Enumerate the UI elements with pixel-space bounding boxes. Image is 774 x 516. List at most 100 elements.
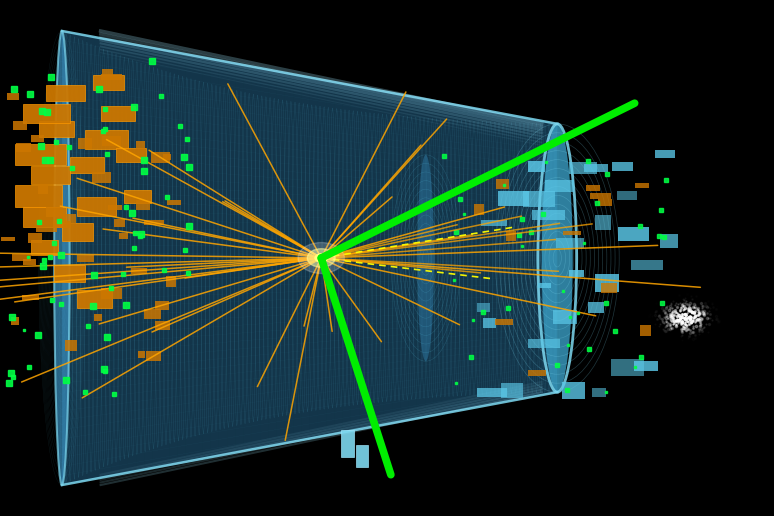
- Bar: [15, 144, 66, 165]
- Bar: [598, 199, 612, 205]
- Bar: [498, 191, 529, 206]
- Bar: [12, 254, 31, 261]
- Polygon shape: [293, 74, 301, 442]
- Bar: [601, 283, 617, 293]
- Bar: [163, 154, 171, 160]
- Polygon shape: [359, 87, 368, 429]
- Bar: [474, 204, 485, 215]
- Bar: [478, 303, 491, 312]
- Bar: [15, 143, 31, 152]
- Bar: [2, 237, 15, 241]
- Bar: [28, 233, 42, 243]
- Bar: [591, 388, 606, 397]
- Polygon shape: [161, 50, 170, 466]
- Polygon shape: [417, 98, 425, 418]
- Bar: [545, 180, 574, 192]
- Bar: [15, 185, 62, 207]
- Bar: [155, 321, 170, 330]
- Bar: [23, 104, 70, 123]
- Polygon shape: [276, 71, 285, 445]
- Bar: [656, 150, 675, 158]
- Polygon shape: [409, 96, 417, 420]
- Circle shape: [307, 249, 335, 267]
- Circle shape: [298, 243, 344, 273]
- Bar: [92, 172, 111, 183]
- Ellipse shape: [54, 31, 70, 485]
- Polygon shape: [177, 53, 186, 463]
- Polygon shape: [467, 107, 474, 409]
- Bar: [77, 255, 94, 262]
- Polygon shape: [351, 85, 359, 431]
- Bar: [135, 140, 146, 150]
- Bar: [595, 274, 619, 292]
- Polygon shape: [301, 76, 310, 440]
- Bar: [481, 220, 507, 226]
- Bar: [101, 74, 122, 80]
- Bar: [529, 340, 560, 348]
- Bar: [108, 205, 122, 209]
- Bar: [54, 265, 85, 282]
- Bar: [7, 93, 19, 101]
- Bar: [483, 318, 496, 328]
- Bar: [93, 75, 124, 90]
- Bar: [102, 136, 122, 146]
- Bar: [124, 189, 151, 202]
- Bar: [584, 164, 608, 172]
- Bar: [635, 183, 649, 188]
- Polygon shape: [145, 46, 152, 470]
- Bar: [118, 233, 128, 239]
- Bar: [166, 276, 176, 286]
- Bar: [22, 295, 39, 300]
- Bar: [501, 383, 523, 398]
- Bar: [155, 301, 169, 310]
- Bar: [570, 270, 584, 277]
- Polygon shape: [194, 56, 202, 460]
- Bar: [562, 382, 585, 399]
- Polygon shape: [211, 59, 219, 457]
- Polygon shape: [524, 118, 533, 398]
- Polygon shape: [152, 48, 161, 468]
- Bar: [46, 85, 85, 101]
- Bar: [62, 223, 93, 241]
- Bar: [477, 389, 506, 397]
- Bar: [569, 163, 598, 174]
- Polygon shape: [103, 39, 111, 477]
- Polygon shape: [244, 65, 252, 451]
- Polygon shape: [499, 113, 508, 403]
- Polygon shape: [425, 99, 433, 417]
- Bar: [640, 325, 650, 336]
- Bar: [563, 231, 581, 235]
- Bar: [63, 214, 77, 224]
- Polygon shape: [375, 90, 384, 426]
- Polygon shape: [219, 60, 227, 456]
- Bar: [495, 319, 513, 325]
- Polygon shape: [128, 43, 136, 473]
- Polygon shape: [491, 111, 499, 405]
- Polygon shape: [384, 91, 392, 425]
- Polygon shape: [285, 73, 293, 443]
- Bar: [506, 231, 516, 241]
- Bar: [39, 121, 74, 137]
- Bar: [611, 359, 644, 376]
- Polygon shape: [368, 88, 375, 428]
- Bar: [146, 351, 161, 361]
- Bar: [31, 240, 58, 255]
- Polygon shape: [310, 77, 318, 439]
- Bar: [495, 179, 509, 188]
- Bar: [11, 317, 19, 325]
- Bar: [144, 310, 161, 319]
- Polygon shape: [474, 108, 483, 408]
- Bar: [532, 210, 565, 220]
- Bar: [660, 234, 678, 248]
- Bar: [341, 430, 354, 457]
- Bar: [166, 200, 181, 205]
- Polygon shape: [533, 119, 541, 397]
- Bar: [138, 351, 146, 358]
- Polygon shape: [400, 94, 409, 422]
- Polygon shape: [62, 31, 70, 485]
- Bar: [36, 227, 57, 232]
- Bar: [151, 152, 170, 163]
- Polygon shape: [549, 122, 557, 394]
- Bar: [588, 302, 604, 313]
- Bar: [114, 219, 125, 227]
